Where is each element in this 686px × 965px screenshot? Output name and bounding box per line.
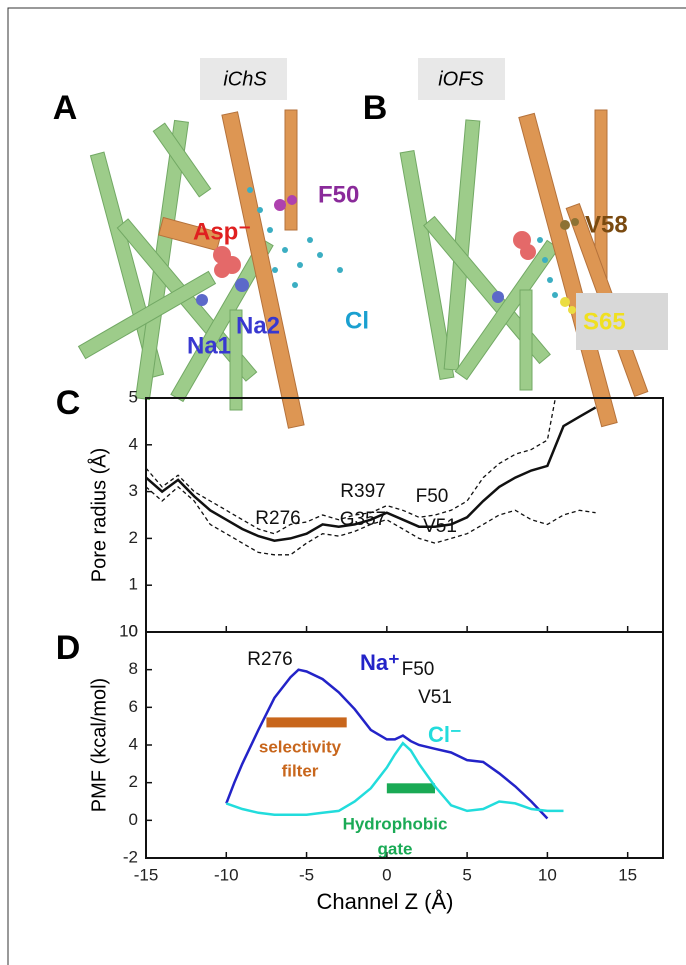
region-bar <box>386 783 436 794</box>
y-tick-label: 0 <box>129 810 138 829</box>
annotation: Hydrophobic <box>343 814 448 833</box>
series-label: Cl⁻ <box>428 722 462 747</box>
annotation: selectivity <box>259 737 342 756</box>
y-tick-label: 5 <box>129 387 138 406</box>
plot-frame <box>145 631 664 859</box>
x-tick-label: 5 <box>462 865 471 884</box>
x-tick-label: 15 <box>618 865 637 884</box>
highlight-box <box>576 293 668 350</box>
x-tick-label: -5 <box>299 865 314 884</box>
y-tick-label: 1 <box>129 575 138 594</box>
x-tick-label: -10 <box>214 865 239 884</box>
y-tick-label: 8 <box>129 659 138 678</box>
y-tick-label: 4 <box>129 434 138 453</box>
series-line <box>225 741 564 816</box>
annotation: F50 <box>416 486 449 507</box>
y-tick-label: 4 <box>129 734 138 753</box>
x-tick-label: -15 <box>134 865 159 884</box>
annotation: filter <box>282 761 319 780</box>
y-tick-label: 10 <box>119 621 138 640</box>
ion-label: Na2 <box>236 312 280 339</box>
ion-label: Cl <box>345 307 369 334</box>
series-line <box>225 668 549 820</box>
x-tick-label: 10 <box>538 865 557 884</box>
annotation: V51 <box>418 687 452 708</box>
panel-letter: C <box>56 384 81 422</box>
annotation: gate <box>378 839 413 858</box>
x-axis-label: Channel Z (Å) <box>317 889 454 914</box>
residue-label: F50 <box>318 181 359 208</box>
series-line <box>145 486 596 556</box>
y-tick-label: 6 <box>129 697 138 716</box>
residue-label: V58 <box>585 211 628 238</box>
y-tick-label: 2 <box>129 772 138 791</box>
y-tick-label: 2 <box>129 528 138 547</box>
y-axis-label: Pore radius (Å) <box>87 448 110 583</box>
y-tick-label: 3 <box>129 481 138 500</box>
annotation: F50 <box>402 659 435 680</box>
annotation: R276 <box>247 649 292 670</box>
plot-frame <box>145 397 664 633</box>
state-box <box>200 58 287 100</box>
structure-a <box>77 109 343 429</box>
region-bar <box>266 717 347 728</box>
annotation: R276 <box>255 508 300 529</box>
x-tick-label: 0 <box>382 865 391 884</box>
annotation: R397 <box>340 481 385 502</box>
panel-letter: B <box>363 89 388 127</box>
annotation: V51 <box>423 516 457 537</box>
structure-b <box>399 109 649 428</box>
state-label: iOFS <box>438 68 484 90</box>
ion-label: Na1 <box>187 332 231 359</box>
annotation: G357 <box>340 509 386 530</box>
panel-letter: A <box>53 89 78 127</box>
residue-label: Asp⁻ <box>193 218 251 245</box>
residue-label: S65 <box>583 308 626 335</box>
y-axis-label: PMF (kcal/mol) <box>88 678 110 812</box>
frame <box>7 7 686 965</box>
y-tick-label: 0 <box>129 621 138 640</box>
state-box <box>418 58 505 100</box>
y-tick-label: -2 <box>123 847 138 866</box>
series-line <box>145 397 557 535</box>
series-line <box>145 406 597 542</box>
panel-letter: D <box>56 629 81 667</box>
state-label: iChS <box>223 68 267 90</box>
series-label: Na⁺ <box>360 650 400 675</box>
